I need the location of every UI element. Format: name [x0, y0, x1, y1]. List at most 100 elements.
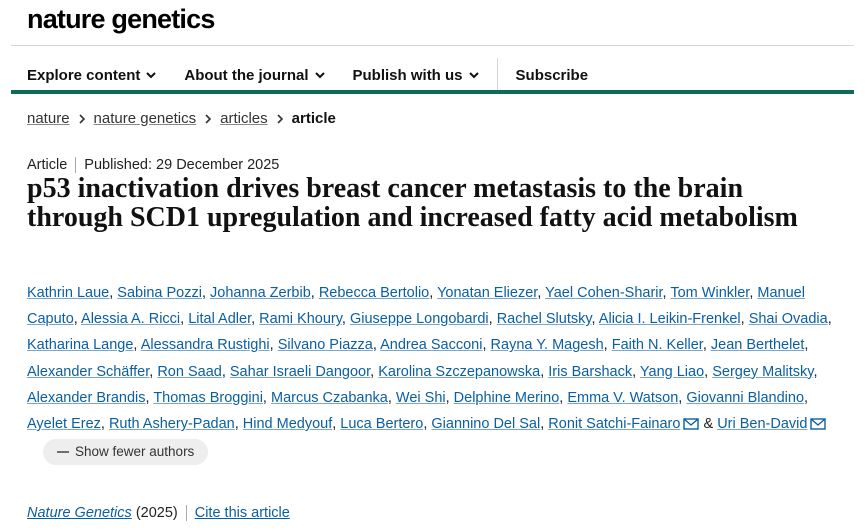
author-list: Kathrin Laue Sabina Pozzi Johanna Zerbib…: [27, 280, 837, 466]
author-item: Rami Khoury: [259, 311, 346, 327]
nav-item[interactable]: Publish with us: [353, 67, 479, 84]
author-link[interactable]: Faith N. Keller: [611, 337, 703, 354]
author-link[interactable]: Sergey Malitsky: [712, 363, 814, 380]
author-item: Yang Liao: [640, 364, 708, 380]
author-link[interactable]: Tom Winkler: [670, 285, 750, 301]
author-link[interactable]: Kathrin Laue: [27, 285, 110, 301]
author-link[interactable]: Wei Shi: [395, 389, 446, 406]
author-item: Giuseppe Longobardi: [350, 311, 493, 327]
author-item: Karolina Szczepanowska: [378, 364, 544, 380]
breadcrumb-link[interactable]: articles: [220, 110, 268, 127]
author-link[interactable]: Emma V. Watson: [567, 389, 679, 406]
email-icon[interactable]: [810, 418, 827, 430]
author-link[interactable]: Yang Liao: [639, 363, 705, 380]
author-item: Luca Bertero: [340, 416, 427, 432]
author-item: Johanna Zerbib: [210, 285, 315, 301]
breadcrumb-current: article: [291, 110, 336, 127]
author-link[interactable]: Uri Ben-David: [717, 416, 808, 433]
author-item: Katharina Lange: [27, 337, 137, 353]
author-item: Thomas Broggini: [153, 390, 267, 406]
author-link[interactable]: Jean Berthelet: [710, 337, 805, 354]
nav-label: Publish with us: [352, 66, 463, 84]
author-link[interactable]: Rachel Slutsky: [496, 311, 592, 328]
published-date: Published: 29 December 2025: [84, 157, 280, 173]
author-item: Andrea Sacconi: [380, 337, 486, 353]
cite-link[interactable]: Cite this article: [194, 505, 290, 521]
author-item: Alessia A. Ricci: [81, 311, 184, 327]
nav-item[interactable]: About the journal: [184, 66, 325, 84]
author-link[interactable]: Karolina Szczepanowska: [378, 363, 541, 380]
chevron-right: [78, 113, 85, 124]
author-link[interactable]: Hind Medyouf: [242, 416, 333, 433]
chevron-right: [277, 113, 283, 124]
nav-label: Explore content: [27, 66, 141, 84]
author-item: Ron Saad: [157, 364, 226, 380]
author-item: Lital Adler: [188, 311, 255, 327]
nav-separator: [496, 58, 498, 92]
author-item: Giannino Del Sal: [431, 416, 544, 432]
author-link[interactable]: Giannino Del Sal: [431, 416, 541, 433]
author-link[interactable]: Yael Cohen-Sharir: [545, 285, 663, 301]
author-item: Sabina Pozzi: [117, 285, 206, 301]
nav-item[interactable]: Explore content: [27, 66, 157, 84]
journal-logo[interactable]: nature genetics: [27, 4, 215, 34]
author-item: Ronit Satchi-Fainaro: [548, 416, 700, 433]
author-item: Kathrin Laue: [27, 285, 113, 301]
chevron-down: [146, 71, 157, 78]
subscribe-link[interactable]: Subscribe: [515, 66, 589, 84]
breadcrumb-link[interactable]: nature: [27, 110, 70, 127]
breadcrumb-link[interactable]: nature genetics: [93, 110, 197, 127]
author-link[interactable]: Luca Bertero: [340, 416, 424, 433]
author-item: Silvano Piazza: [278, 337, 377, 353]
author-link[interactable]: Rami Khoury: [259, 311, 342, 328]
author-link[interactable]: Katharina Lange: [27, 337, 134, 354]
author-link[interactable]: Lital Adler: [188, 311, 252, 328]
author-link[interactable]: Alessia A. Ricci: [81, 311, 181, 328]
author-link[interactable]: Marcus Czabanka: [270, 389, 388, 406]
author-link[interactable]: Ruth Ashery-Padan: [108, 416, 235, 433]
author-item: Alexander Schäffer: [27, 364, 153, 380]
author-item: Rebecca Bertolio: [319, 285, 433, 301]
author-link[interactable]: Delphine Merino: [453, 389, 560, 406]
author-link[interactable]: Giovanni Blandino: [686, 389, 805, 406]
author-link[interactable]: Sabina Pozzi: [117, 285, 202, 301]
author-item: Ruth Ashery-Padan: [109, 416, 239, 432]
chevron-down: [468, 71, 479, 78]
author-link[interactable]: Giuseppe Longobardi: [349, 311, 489, 328]
show-fewer-button[interactable]: Show fewer authors: [43, 439, 209, 466]
author-link[interactable]: Manuel Caputo: [27, 285, 805, 328]
author-link[interactable]: Yonatan Eliezer: [437, 285, 538, 301]
journal-link[interactable]: Nature Genetics: [27, 505, 132, 521]
author-item: Giovanni Blandino: [686, 390, 808, 406]
author-item: Ayelet Erez: [27, 416, 105, 432]
author-link[interactable]: Ronit Satchi-Fainaro: [548, 416, 681, 433]
author-link[interactable]: Rebecca Bertolio: [318, 285, 430, 301]
author-link[interactable]: Silvano Piazza: [277, 337, 373, 354]
chevron-down: [314, 71, 325, 78]
author-item: Sahar Israeli Dangoor: [230, 364, 374, 380]
author-link[interactable]: Alexander Brandis: [27, 389, 146, 406]
author-item: Rachel Slutsky: [497, 311, 596, 327]
email-icon[interactable]: [683, 418, 700, 430]
author-item: Sergey Malitsky: [712, 364, 817, 380]
author-link[interactable]: Shai Ovadia: [748, 311, 828, 328]
main-nav: Explore content About the journal Publis…: [27, 58, 616, 92]
citation-year: (2025): [135, 505, 178, 521]
author-item: Jean Berthelet: [711, 337, 809, 353]
author-link[interactable]: Alexander Schäffer: [27, 363, 150, 380]
article-title: p53 inactivation drives breast cancer me…: [27, 173, 798, 233]
author-link[interactable]: Alessandra Rustighi: [140, 337, 270, 354]
author-link[interactable]: Johanna Zerbib: [210, 285, 311, 301]
author-link[interactable]: Alicia I. Leikin-Frenkel: [598, 311, 741, 328]
author-link[interactable]: Iris Barshack: [548, 363, 633, 380]
author-link[interactable]: Ron Saad: [157, 363, 222, 380]
nav-label: About the journal: [184, 66, 309, 84]
author-link[interactable]: Rayna Y. Magesh: [490, 337, 604, 354]
author-item: Rayna Y. Magesh: [491, 337, 608, 353]
author-link[interactable]: Sahar Israeli Dangoor: [229, 363, 371, 380]
author-link[interactable]: Ayelet Erez: [27, 416, 101, 433]
author-link[interactable]: Andrea Sacconi: [380, 337, 483, 354]
author-link[interactable]: Thomas Broggini: [153, 389, 263, 406]
author-item: Hind Medyouf: [243, 416, 337, 432]
author-item: Yonatan Eliezer: [437, 285, 541, 301]
